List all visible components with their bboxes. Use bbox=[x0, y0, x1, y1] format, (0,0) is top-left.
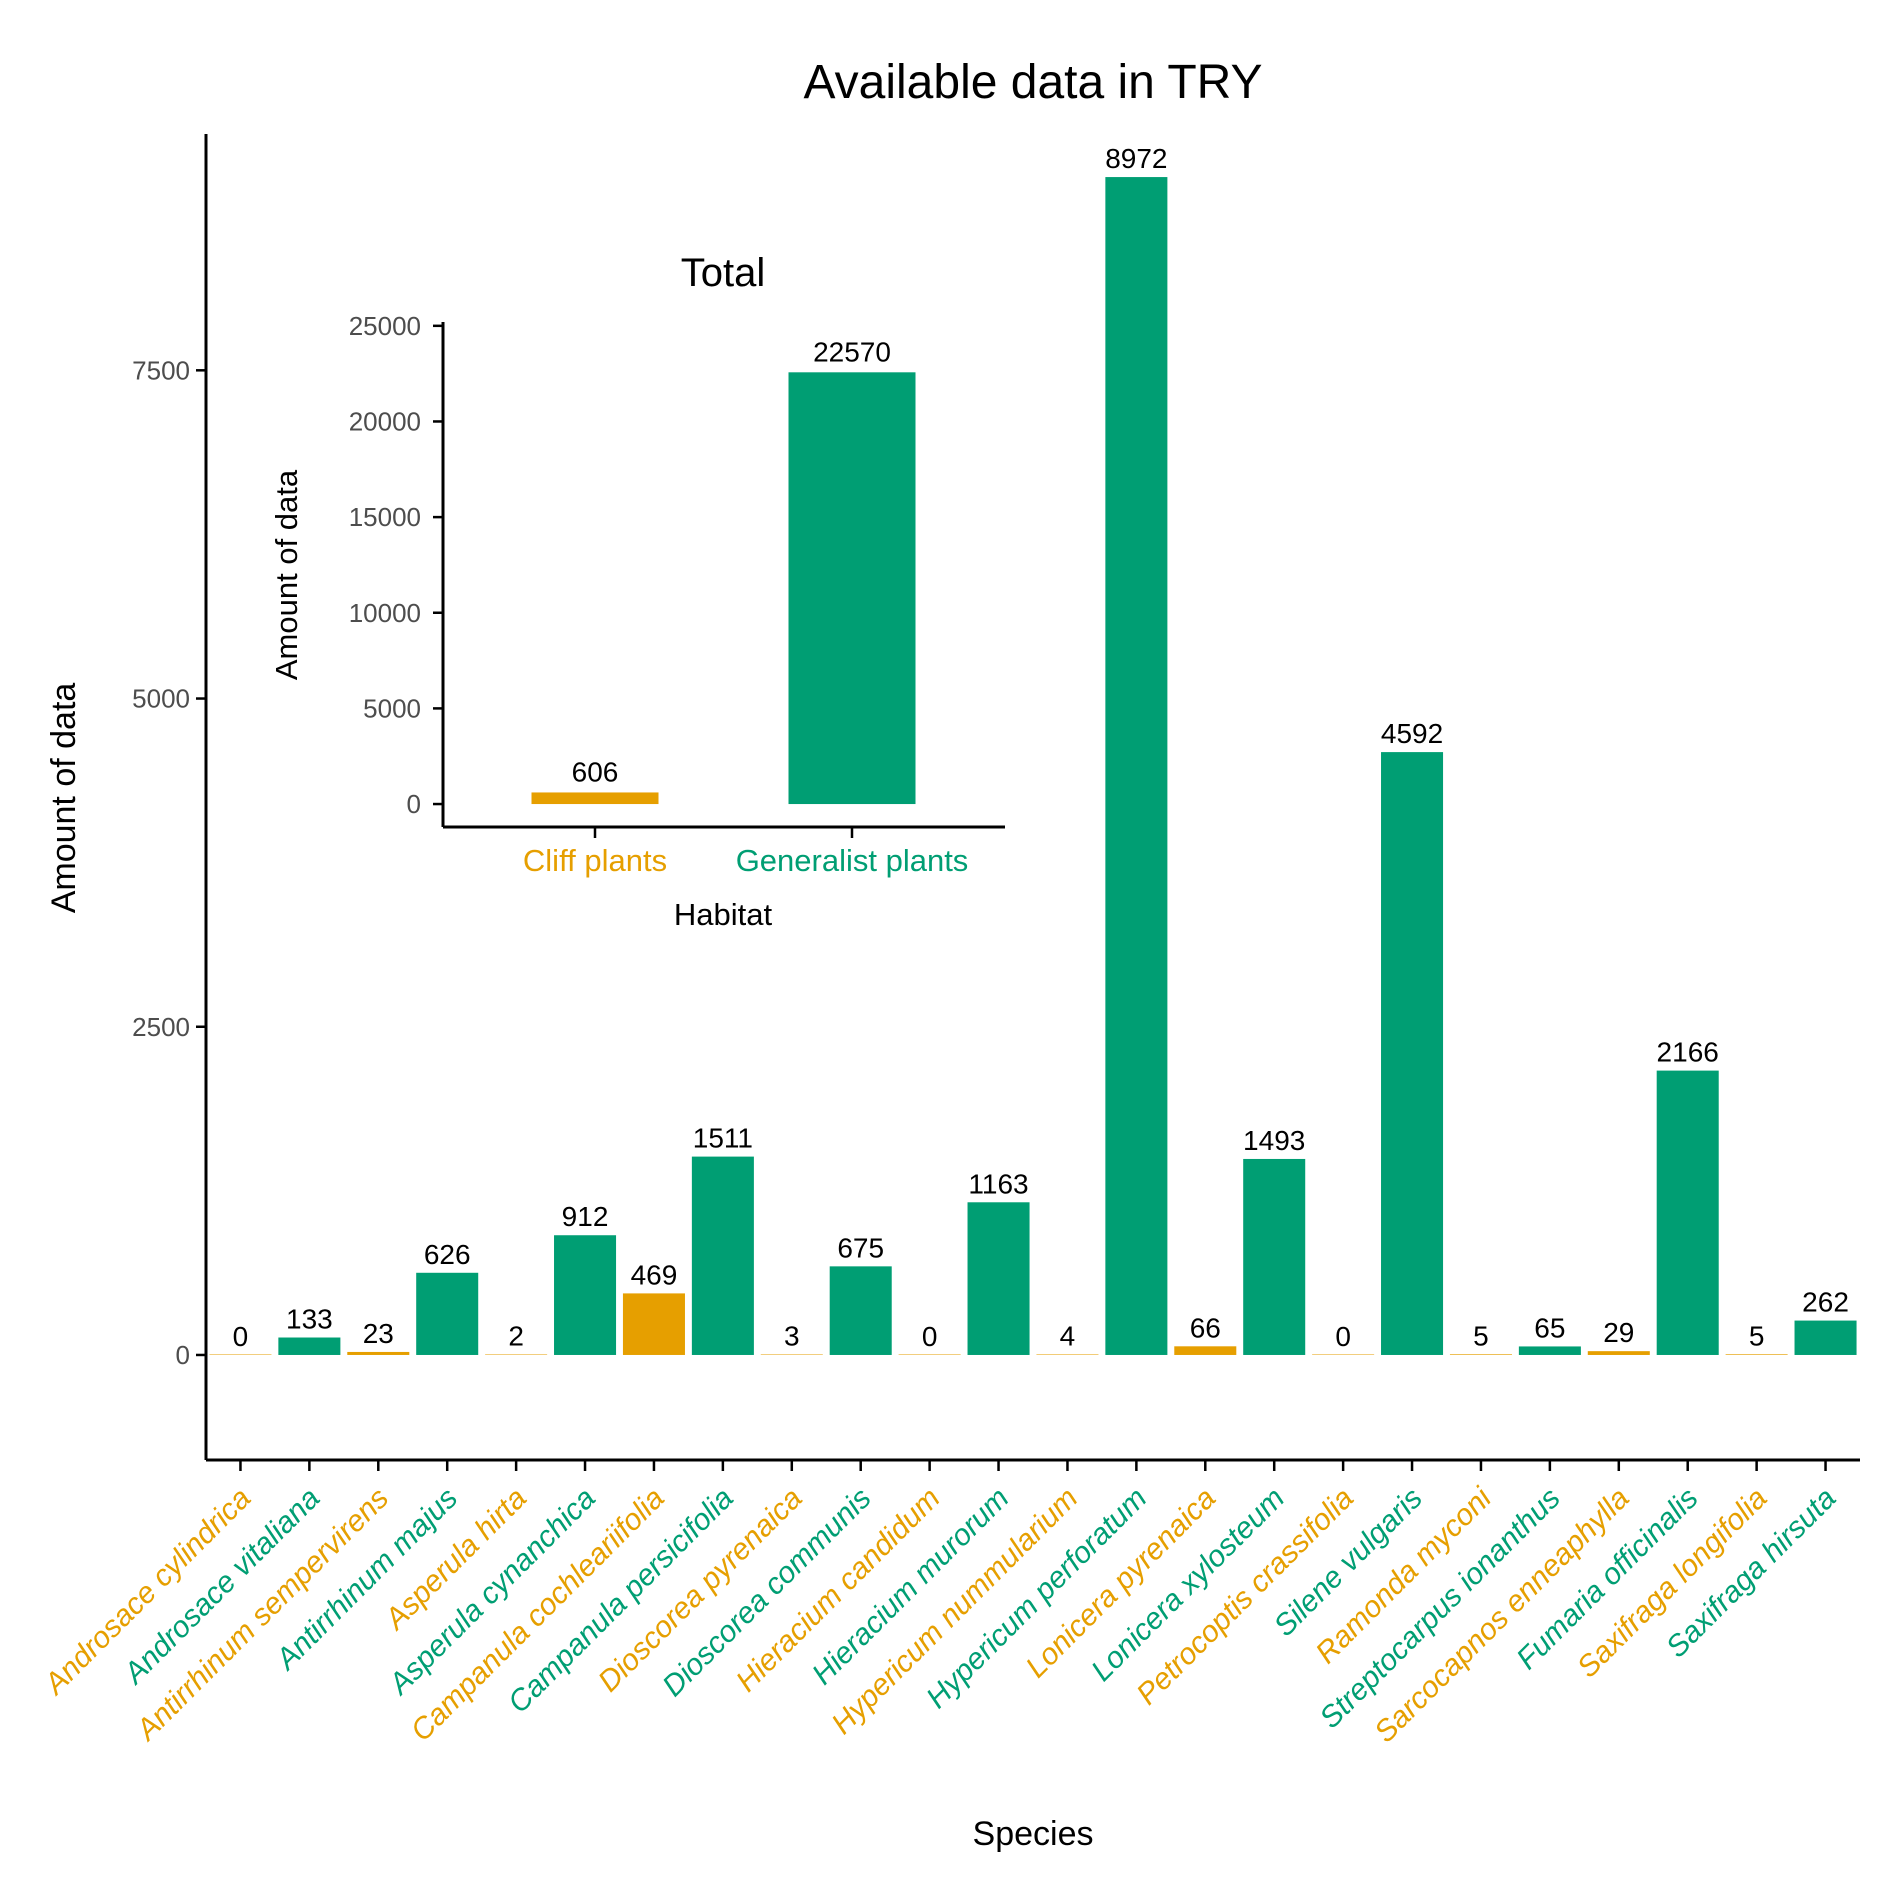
inset-y-tick-label: 25000 bbox=[349, 311, 421, 341]
bar bbox=[691, 1156, 754, 1355]
data-label: 3 bbox=[784, 1321, 800, 1352]
data-label: 1511 bbox=[693, 1123, 753, 1154]
inset-x-tick-label: Generalist plants bbox=[736, 843, 969, 878]
inset-data-label: 22570 bbox=[813, 336, 891, 367]
y-tick-label: 2500 bbox=[132, 1012, 190, 1042]
bar bbox=[209, 1354, 272, 1355]
main-axes bbox=[196, 134, 1860, 1471]
data-label: 4592 bbox=[1381, 718, 1443, 749]
bar bbox=[1794, 1320, 1857, 1355]
y-tick-label: 7500 bbox=[132, 355, 190, 385]
data-label: 626 bbox=[424, 1239, 471, 1270]
bar bbox=[278, 1337, 341, 1355]
data-label: 262 bbox=[1802, 1287, 1849, 1318]
bar bbox=[1587, 1351, 1650, 1355]
data-label: 5 bbox=[1473, 1320, 1489, 1351]
data-label: 65 bbox=[1534, 1312, 1565, 1343]
data-label: 29 bbox=[1603, 1317, 1634, 1348]
inset-title: Total bbox=[681, 251, 766, 295]
data-label: 912 bbox=[562, 1201, 609, 1232]
bar bbox=[416, 1272, 479, 1355]
inset-y-axis-title: Amount of data bbox=[269, 469, 304, 680]
bar bbox=[1518, 1346, 1581, 1355]
inset-value-labels: 606 22570 bbox=[572, 336, 891, 787]
bar bbox=[347, 1351, 410, 1355]
y-axis-title: Amount of data bbox=[45, 683, 83, 914]
data-label: 2166 bbox=[1657, 1037, 1719, 1068]
data-label: 8972 bbox=[1105, 143, 1167, 174]
bar bbox=[485, 1354, 548, 1355]
inset-y-tick-label: 10000 bbox=[349, 598, 421, 628]
bar bbox=[967, 1202, 1030, 1355]
data-label: 5 bbox=[1749, 1320, 1765, 1351]
data-label: 0 bbox=[1335, 1321, 1351, 1352]
bar bbox=[1174, 1346, 1237, 1355]
inset-tick-labels: 0 5000 10000 15000 20000 25000 Cliff plants Gen… bbox=[349, 311, 969, 878]
bar bbox=[1449, 1354, 1512, 1355]
data-label: 23 bbox=[363, 1318, 394, 1349]
bar bbox=[622, 1293, 685, 1355]
y-tick-label: 0 bbox=[176, 1340, 190, 1370]
bar bbox=[760, 1354, 823, 1355]
inset-bars bbox=[531, 372, 916, 805]
inset-axes bbox=[433, 322, 1005, 838]
data-label: 66 bbox=[1190, 1312, 1221, 1343]
data-label: 1493 bbox=[1243, 1125, 1305, 1156]
data-label: 0 bbox=[233, 1321, 249, 1352]
bar bbox=[1725, 1354, 1788, 1355]
bar bbox=[554, 1235, 617, 1355]
bar bbox=[1105, 177, 1168, 1355]
inset-x-tick-label: Cliff plants bbox=[523, 843, 667, 878]
data-label: 1163 bbox=[968, 1168, 1028, 1199]
inset-bar bbox=[788, 372, 916, 805]
main-value-labels: 0 133 23 626 2 912 469 1511 3 675 0 1163 4 8972 66 1493… bbox=[233, 143, 1849, 1352]
inset-x-axis-title: Habitat bbox=[674, 897, 773, 932]
bar bbox=[898, 1354, 961, 1355]
y-tick-label: 5000 bbox=[132, 684, 190, 714]
inset-y-tick-label: 0 bbox=[407, 789, 421, 819]
x-axis-title: Species bbox=[973, 1815, 1094, 1853]
bar bbox=[1243, 1158, 1306, 1355]
inset-data-label: 606 bbox=[572, 756, 619, 787]
data-label: 2 bbox=[508, 1321, 524, 1352]
bar bbox=[1656, 1070, 1719, 1355]
bar bbox=[1381, 752, 1444, 1355]
inset-chart: Total 606 22570 0 5000 10000 15000 20000 25000… bbox=[269, 251, 1005, 932]
data-label: 4 bbox=[1060, 1320, 1076, 1351]
bar bbox=[1036, 1354, 1099, 1355]
chart-title: Available data in TRY bbox=[804, 56, 1263, 109]
inset-y-tick-label: 15000 bbox=[349, 502, 421, 532]
inset-bar bbox=[531, 792, 659, 805]
inset-y-tick-label: 5000 bbox=[363, 693, 421, 723]
bar bbox=[1312, 1354, 1375, 1355]
bar bbox=[829, 1266, 892, 1355]
data-label: 675 bbox=[837, 1232, 884, 1263]
inset-y-tick-label: 20000 bbox=[349, 406, 421, 436]
data-label: 469 bbox=[631, 1259, 678, 1290]
data-label: 133 bbox=[286, 1304, 333, 1335]
main-bars bbox=[209, 177, 1857, 1355]
data-label: 0 bbox=[922, 1321, 938, 1352]
